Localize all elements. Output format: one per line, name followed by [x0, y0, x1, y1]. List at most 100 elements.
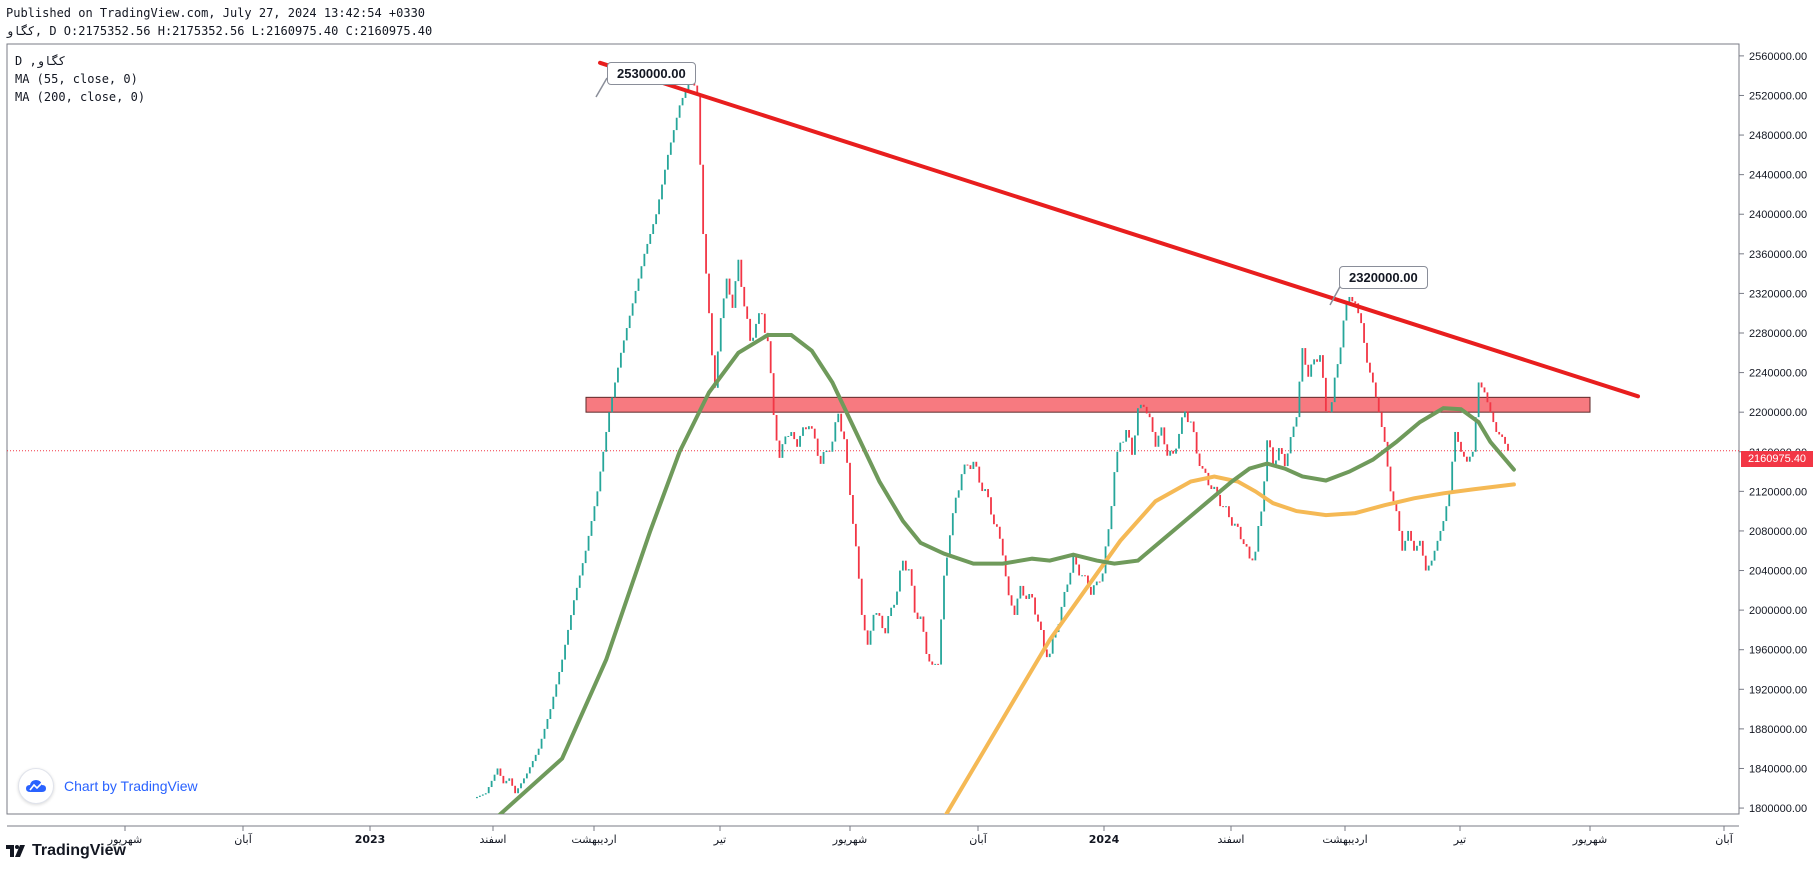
candle [934, 663, 937, 665]
candle [734, 281, 737, 308]
candle [1463, 451, 1465, 457]
candle [831, 441, 834, 452]
candle [1371, 372, 1374, 383]
candle [907, 569, 910, 571]
candle [643, 253, 646, 267]
candle [564, 644, 566, 660]
candle [1304, 348, 1307, 365]
candle [1295, 417, 1298, 427]
candle [966, 464, 969, 466]
chart-by-tradingview[interactable]: Chart by TradingView [18, 768, 198, 804]
candle [1360, 313, 1363, 324]
candle [1048, 653, 1051, 658]
candle [1219, 494, 1222, 507]
candle [1028, 594, 1031, 599]
candle [1351, 296, 1354, 302]
candle [1031, 594, 1034, 598]
candle [1380, 412, 1383, 428]
candle [1430, 560, 1433, 566]
candle [1277, 448, 1280, 461]
candle [1363, 323, 1365, 343]
symbol-ohlc-line: ﮐﮕﺎﻭ, D O:2175352.56 H:2175352.56 L:2160… [6, 24, 433, 38]
candle [1442, 521, 1445, 531]
y-tick-label: 2120000.00 [1749, 486, 1807, 498]
candle [684, 90, 687, 98]
candle [1037, 614, 1039, 622]
legend-ma55[interactable]: MA (55, close, 0) [15, 72, 138, 86]
candle [1075, 555, 1078, 565]
candle [1465, 456, 1468, 462]
candle [875, 613, 878, 615]
candle [646, 243, 649, 254]
candle [1181, 417, 1183, 434]
y-tick-label: 2440000.00 [1749, 170, 1807, 182]
candle [1451, 461, 1454, 492]
candle [499, 768, 502, 776]
candle [1098, 581, 1101, 583]
candle [816, 438, 819, 456]
candle [514, 785, 517, 794]
candle [1154, 431, 1157, 447]
tv-logo-text: TradingView [32, 842, 126, 859]
candle [796, 439, 799, 447]
candle [561, 659, 564, 672]
candle [708, 273, 710, 314]
candle [1069, 572, 1072, 585]
x-tick-label: ﺍﺭﺩﻳﺒﻬﺸﺖ [571, 833, 616, 846]
candle [1418, 540, 1421, 546]
candle [1040, 621, 1042, 631]
candle [957, 490, 960, 498]
legend-symbol[interactable]: D ,ﮐﮕﺎﻭ [15, 54, 66, 68]
candle [951, 513, 954, 536]
candle [1134, 435, 1136, 455]
candle [1160, 427, 1163, 436]
candle [843, 431, 846, 440]
candle [1474, 417, 1477, 452]
y-tick-label: 1960000.00 [1749, 645, 1807, 657]
x-tick-label: ﺗﻴﺮ [1453, 833, 1466, 846]
candle [887, 616, 890, 634]
candle [1051, 637, 1054, 654]
candle [525, 773, 528, 779]
candle [1063, 591, 1066, 607]
candle [534, 754, 537, 762]
candle [728, 278, 731, 295]
candle [1016, 598, 1019, 615]
candle [1410, 530, 1412, 541]
candle [1101, 573, 1104, 582]
candle [1286, 453, 1289, 467]
candle [1142, 404, 1145, 407]
candle [1421, 540, 1424, 556]
candle [1366, 342, 1368, 363]
candle [1222, 506, 1224, 508]
y-tick-label: 1800000.00 [1749, 803, 1807, 815]
candle [1092, 585, 1095, 595]
candle [758, 313, 760, 324]
candle [1113, 472, 1116, 507]
candle [849, 462, 851, 496]
candle [1369, 362, 1371, 373]
y-tick-label: 2320000.00 [1749, 288, 1807, 300]
candle [925, 631, 928, 654]
candle [937, 663, 940, 665]
candle [1492, 412, 1495, 423]
candle [614, 382, 616, 398]
candle [1022, 585, 1025, 596]
candle [755, 323, 757, 338]
candle [869, 630, 872, 645]
y-tick-label: 2000000.00 [1749, 605, 1807, 617]
candle [1289, 437, 1292, 454]
candle [481, 794, 484, 796]
tradingview-logo[interactable]: TradingView [6, 842, 126, 860]
candle [828, 450, 831, 452]
candle [1213, 486, 1216, 490]
candle [669, 142, 672, 155]
candle [1345, 304, 1348, 321]
x-tick-label: ﺷﻬﺮﻳﻮﺭ [107, 833, 142, 846]
candle [1501, 434, 1504, 437]
candle [872, 614, 875, 631]
legend-ma200[interactable]: MA (200, close, 0) [15, 90, 146, 104]
candle [523, 778, 525, 784]
candle [1416, 545, 1418, 551]
